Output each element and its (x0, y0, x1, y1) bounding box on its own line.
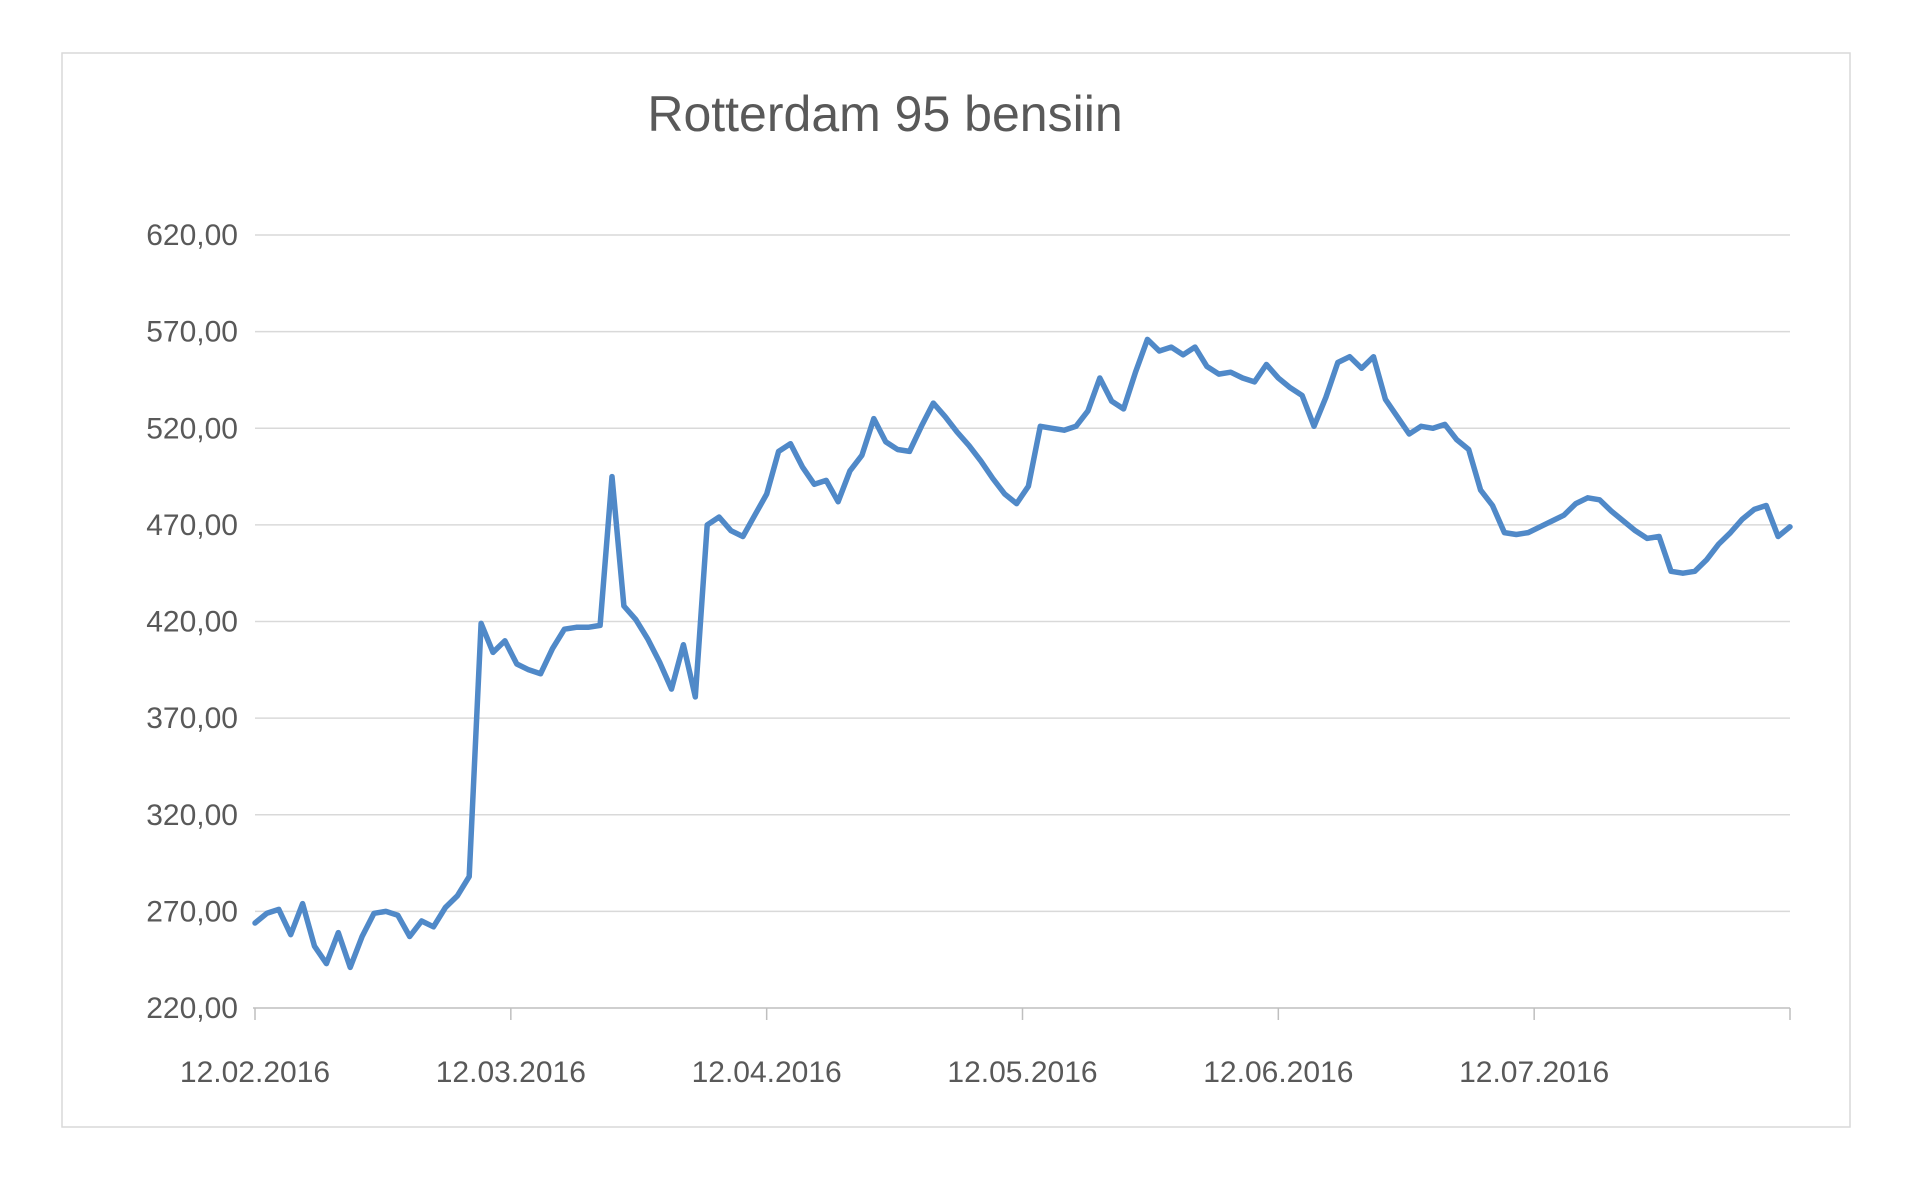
x-tick-label: 12.07.2016 (1459, 1056, 1609, 1089)
y-tick-label: 620,00 (146, 219, 238, 252)
series-line-group (252, 336, 1793, 971)
y-tick-label: 270,00 (146, 895, 238, 928)
y-tick-label: 470,00 (146, 509, 238, 542)
x-axis (253, 1007, 1791, 1020)
y-tick-label: 420,00 (146, 606, 238, 639)
chart-title: Rotterdam 95 bensiin (647, 86, 1122, 142)
price-line (252, 336, 1793, 971)
x-tick-label: 12.06.2016 (1203, 1056, 1353, 1089)
gridlines (255, 234, 1790, 913)
y-tick-label: 370,00 (146, 702, 238, 735)
x-tick-label: 12.02.2016 (180, 1056, 330, 1089)
chart-area-frame (61, 52, 1851, 1128)
x-tick-label: 12.05.2016 (947, 1056, 1097, 1089)
x-axis-labels: 12.02.2016 12.03.2016 12.04.2016 12.05.2016… (180, 1056, 1609, 1089)
x-tick-label: 12.03.2016 (436, 1056, 586, 1089)
x-tick-label: 12.04.2016 (692, 1056, 842, 1089)
y-tick-label: 520,00 (146, 412, 238, 445)
y-tick-label: 320,00 (146, 799, 238, 832)
y-tick-label: 220,00 (146, 992, 238, 1025)
y-axis-labels: 620,00 570,00 520,00 470,00 420,00 370,00 320,… (146, 219, 238, 1025)
y-tick-label: 570,00 (146, 316, 238, 349)
